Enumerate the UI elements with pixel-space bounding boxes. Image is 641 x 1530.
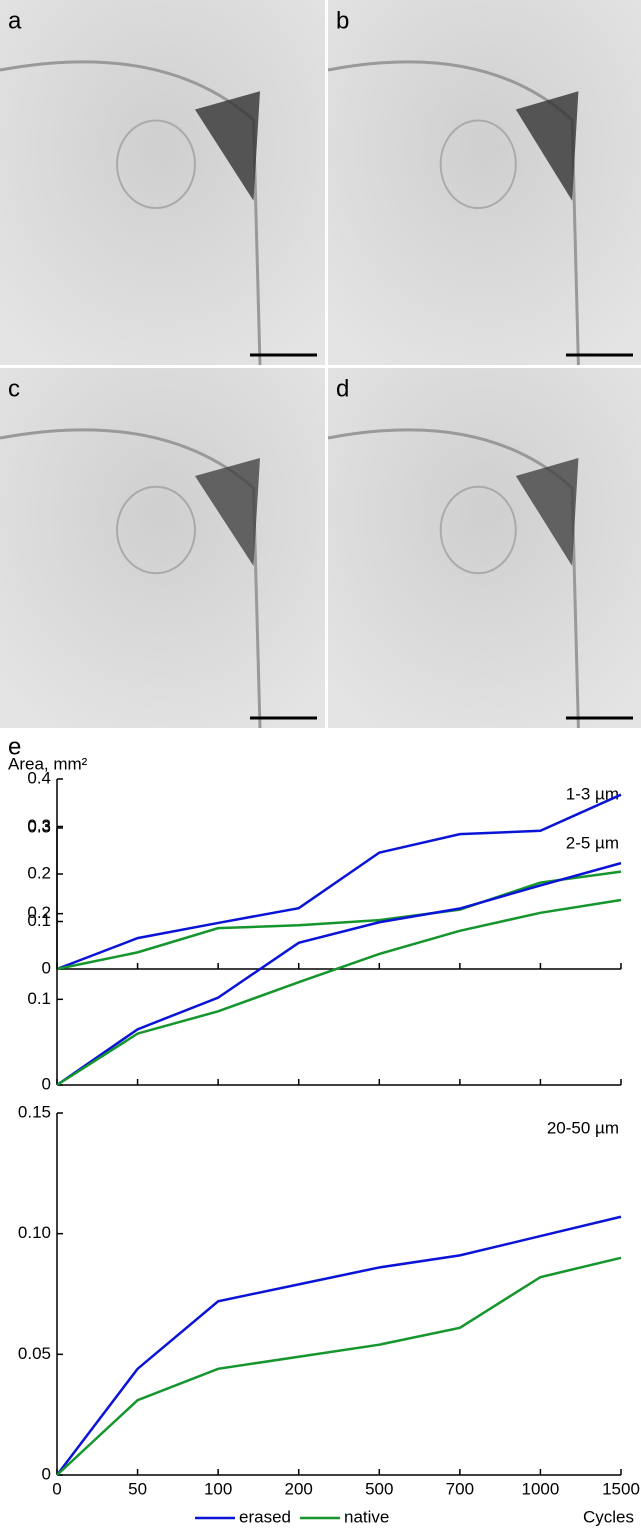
x-tick-label: 500: [365, 1479, 393, 1498]
y-tick-label: 0.3: [27, 817, 51, 836]
data-line: [56, 1256, 622, 1476]
x-tick-label: 200: [285, 1479, 313, 1498]
chart-subtitle: 20-50 µm: [547, 1118, 619, 1137]
data-line: [56, 898, 622, 1087]
x-tick-label: 50: [128, 1479, 147, 1498]
y-tick-label: 0: [42, 1074, 51, 1093]
x-tick-label: 100: [204, 1479, 232, 1498]
panel-label: e: [8, 733, 21, 760]
dark-region: [195, 91, 260, 201]
y-tick-label: 0.05: [18, 1344, 51, 1363]
legend-label: erased: [239, 1507, 291, 1526]
y-tick-label: 0: [42, 958, 51, 977]
y-axis-label: Area, mm²: [8, 754, 88, 773]
micrograph: [0, 0, 325, 365]
data-line: [56, 861, 622, 1087]
x-tick-label: 700: [446, 1479, 474, 1498]
y-tick-label: 0: [42, 1464, 51, 1483]
y-tick-label: 0.1: [27, 989, 51, 1008]
x-axis-label: Cycles: [583, 1507, 634, 1526]
data-line: [56, 1215, 622, 1476]
y-tick-label: 0.3: [27, 816, 51, 835]
chart-subtitle: 1-3 µm: [566, 784, 619, 803]
y-tick-label: 0.15: [18, 1102, 51, 1121]
micrograph: [0, 368, 325, 728]
x-tick-label: 0: [52, 1479, 61, 1498]
dark-region: [195, 458, 260, 566]
y-tick-label: 0.1: [27, 911, 51, 930]
dark-region: [515, 458, 579, 566]
specimen-feature: [116, 485, 196, 575]
y-tick-label: 0.2: [27, 903, 51, 922]
panel-label: a: [8, 7, 22, 34]
panel-label: d: [336, 375, 349, 402]
y-tick-label: 0.10: [18, 1223, 51, 1242]
panel-label: b: [336, 7, 349, 34]
micrograph: [328, 0, 641, 365]
y-tick-label: 0.4: [27, 768, 51, 787]
chart-subtitle: 2-5 µm: [566, 833, 619, 852]
data-line: [56, 793, 622, 971]
x-tick-label: 1500: [602, 1479, 640, 1498]
panel-label: c: [8, 375, 20, 402]
y-tick-label: 0.2: [27, 863, 51, 882]
specimen-feature: [439, 119, 517, 210]
dark-region: [515, 91, 579, 201]
x-tick-label: 1000: [522, 1479, 560, 1498]
legend-label: native: [344, 1507, 389, 1526]
data-line: [56, 870, 622, 971]
specimen-feature: [116, 119, 196, 210]
micrograph: [328, 368, 641, 728]
specimen-feature: [439, 485, 517, 575]
